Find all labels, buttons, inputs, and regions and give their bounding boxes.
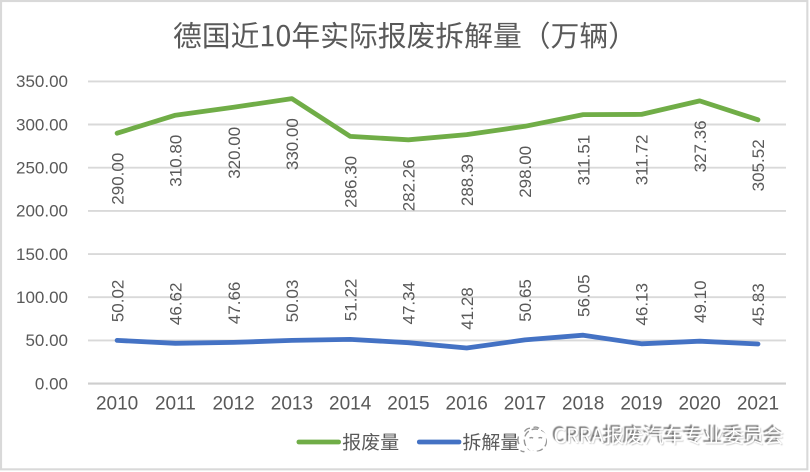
svg-text:250.00: 250.00: [16, 159, 68, 178]
svg-text:288.39: 288.39: [458, 154, 477, 206]
svg-text:150.00: 150.00: [16, 245, 68, 264]
svg-text:2019: 2019: [620, 394, 662, 415]
svg-text:2018: 2018: [562, 394, 604, 415]
svg-text:300.00: 300.00: [16, 115, 68, 134]
svg-text:286.30: 286.30: [341, 156, 360, 208]
svg-text:298.00: 298.00: [516, 146, 535, 198]
svg-text:56.05: 56.05: [574, 274, 593, 317]
svg-text:290.00: 290.00: [108, 153, 127, 205]
svg-text:2012: 2012: [212, 394, 254, 415]
svg-text:41.28: 41.28: [458, 287, 477, 330]
svg-text:311.51: 311.51: [574, 135, 593, 186]
svg-text:46.13: 46.13: [633, 283, 652, 326]
svg-text:2015: 2015: [387, 394, 429, 415]
svg-text:50.03: 50.03: [283, 280, 302, 323]
svg-text:282.26: 282.26: [400, 159, 419, 211]
svg-text:2021: 2021: [737, 394, 779, 415]
svg-text:47.66: 47.66: [225, 282, 244, 325]
svg-text:2013: 2013: [271, 394, 313, 415]
svg-text:310.80: 310.80: [167, 135, 186, 187]
svg-text:50.02: 50.02: [108, 280, 127, 323]
svg-text:2020: 2020: [679, 394, 721, 415]
svg-text:100.00: 100.00: [16, 288, 68, 307]
svg-text:2014: 2014: [329, 394, 372, 415]
svg-text:49.10: 49.10: [691, 280, 710, 323]
svg-text:2017: 2017: [504, 394, 546, 415]
svg-text:46.62: 46.62: [167, 283, 186, 326]
svg-text:2016: 2016: [446, 394, 488, 415]
svg-text:50.00: 50.00: [25, 331, 68, 350]
svg-text:311.72: 311.72: [633, 135, 652, 186]
svg-text:327.36: 327.36: [691, 120, 710, 172]
svg-text:320.00: 320.00: [225, 127, 244, 179]
svg-text:45.83: 45.83: [749, 283, 768, 326]
svg-text:2010: 2010: [96, 394, 138, 415]
svg-text:330.00: 330.00: [283, 118, 302, 170]
svg-text:305.52: 305.52: [749, 139, 768, 191]
svg-text:51.22: 51.22: [341, 279, 360, 322]
svg-text:47.34: 47.34: [400, 282, 419, 325]
svg-text:50.65: 50.65: [516, 279, 535, 322]
svg-text:0.00: 0.00: [35, 374, 68, 393]
svg-text:350.00: 350.00: [16, 72, 68, 91]
svg-text:2011: 2011: [155, 394, 196, 415]
svg-text:200.00: 200.00: [16, 202, 68, 221]
